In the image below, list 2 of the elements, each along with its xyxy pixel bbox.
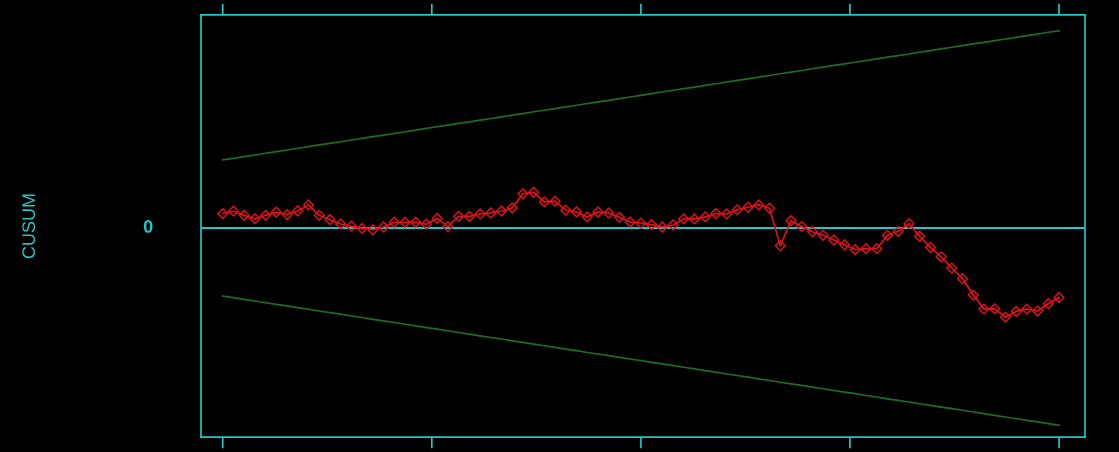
text: CUSUM — [22, 194, 36, 259]
ref-line-label: 0 — [143, 220, 153, 233]
